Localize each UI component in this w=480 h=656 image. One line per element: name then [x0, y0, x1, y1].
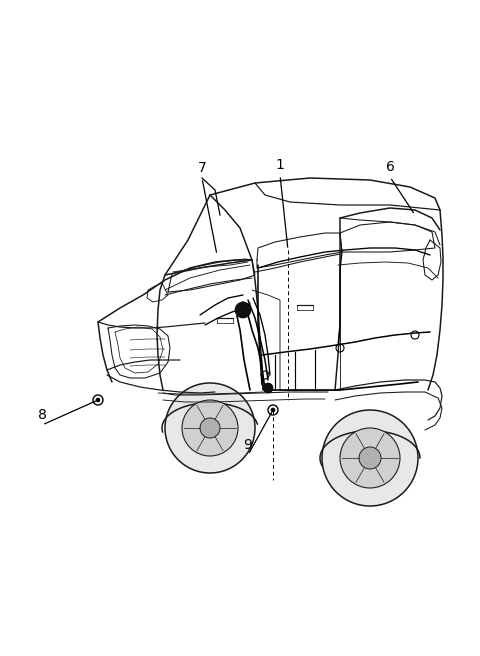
- Text: 7: 7: [198, 161, 206, 175]
- Text: 8: 8: [37, 408, 47, 422]
- Circle shape: [340, 428, 400, 488]
- Circle shape: [263, 383, 273, 393]
- Circle shape: [200, 418, 220, 438]
- Circle shape: [359, 447, 381, 469]
- Circle shape: [182, 400, 238, 456]
- Text: 6: 6: [385, 160, 395, 174]
- Circle shape: [322, 410, 418, 506]
- Circle shape: [96, 398, 100, 402]
- Circle shape: [271, 408, 275, 412]
- Circle shape: [165, 383, 255, 473]
- Circle shape: [235, 302, 251, 318]
- Text: 9: 9: [243, 438, 252, 452]
- Text: 1: 1: [276, 158, 285, 172]
